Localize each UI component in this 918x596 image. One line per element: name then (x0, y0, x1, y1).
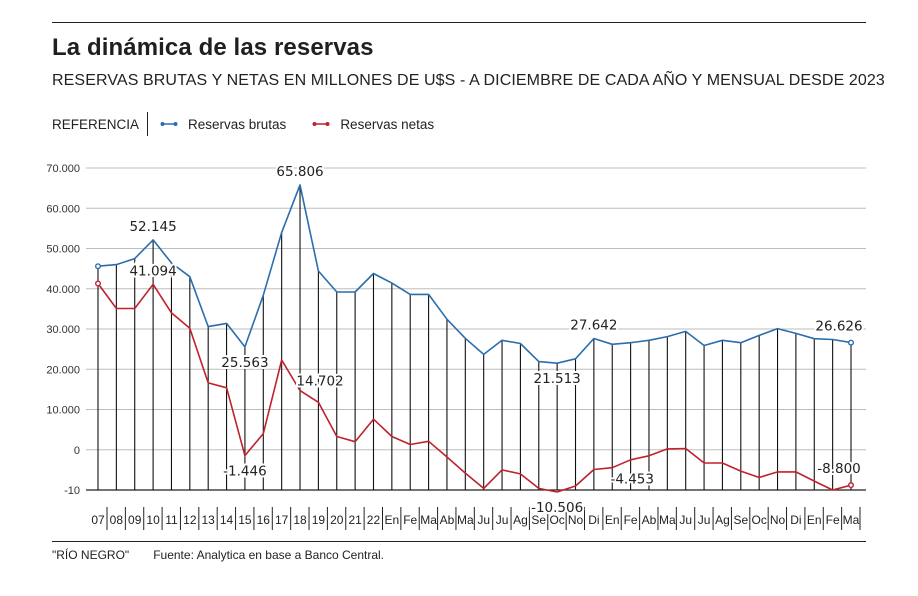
x-tick-label: No (568, 513, 584, 527)
x-tick-label: 18 (293, 513, 307, 527)
data-label: 26.626 (815, 319, 862, 335)
x-tick-label: 13 (202, 513, 216, 527)
data-label: 27.642 (570, 317, 617, 333)
x-tick-label: Di (588, 513, 599, 527)
legend: REFERENCIA Reservas brutas Reservas neta… (52, 112, 460, 136)
y-tick-label: 50.000 (46, 244, 80, 256)
data-label: 14.702 (296, 374, 343, 390)
x-tick-label: Ma (457, 513, 474, 527)
series-endpoint-marker (94, 280, 101, 287)
data-label: 41.094 (129, 263, 176, 279)
y-tick-label: 20.000 (46, 364, 80, 376)
legend-item-label: Reservas brutas (188, 116, 287, 132)
series-line-netas (97, 283, 852, 493)
x-tick-label: Ma (843, 513, 860, 527)
data-label: 52.145 (129, 219, 176, 235)
footer-source: Fuente: Analytica en base a Banco Centra… (153, 548, 385, 562)
x-tick-label: En (605, 513, 620, 527)
x-tick-label: 15 (238, 513, 252, 527)
legend-item-brutas: Reservas brutas (160, 117, 286, 132)
x-tick-label: Ma (420, 513, 437, 527)
x-tick-label: 09 (128, 513, 142, 527)
y-tick-label: -10 (64, 485, 80, 497)
x-tick-label: Fe (403, 513, 417, 527)
x-tick-label: 07 (91, 513, 105, 527)
chart-subtitle: RESERVAS BRUTAS Y NETAS EN MILLONES DE U… (52, 72, 885, 89)
x-tick-label: 11 (165, 513, 178, 527)
x-tick-label: 21 (348, 513, 362, 527)
x-tick-label: 12 (183, 513, 197, 527)
legend-label: REFERENCIA (52, 116, 140, 132)
x-tick-label: Se (733, 513, 748, 527)
legend-line-marker-icon (160, 122, 178, 126)
x-tick-label: Ju (698, 513, 711, 527)
top-rule (52, 22, 866, 23)
series-endpoint-marker (848, 339, 855, 346)
x-tick-label: Fe (826, 513, 840, 527)
y-tick-label: 0 (74, 445, 80, 457)
x-tick-label: Oc (751, 513, 766, 527)
y-tick-label: 30.000 (46, 324, 80, 336)
x-tick-label: 19 (312, 513, 326, 527)
x-tick-label: Ma (659, 513, 676, 527)
data-label: -10.506 (531, 500, 583, 516)
legend-divider (147, 112, 149, 136)
x-tick-label: Fe (624, 513, 638, 527)
x-tick-label: Se (531, 513, 546, 527)
data-label: 21.513 (534, 371, 581, 387)
x-tick-label: Di (790, 513, 801, 527)
data-label: -4.453 (610, 472, 654, 488)
series-endpoint-marker (848, 482, 855, 489)
x-tick-label: No (770, 513, 786, 527)
x-tick-label: 16 (257, 513, 271, 527)
y-tick-label: 40.000 (46, 284, 80, 296)
data-label: -1.446 (223, 464, 267, 480)
legend-item-netas: Reservas netas (312, 117, 434, 132)
x-tick-label: Ju (477, 513, 490, 527)
x-tick-label: Oc (549, 513, 564, 527)
legend-line-marker-icon (312, 122, 330, 126)
data-label: 25.563 (221, 355, 268, 371)
chart-title: La dinámica de las reservas (52, 34, 374, 61)
data-label: -8.800 (817, 461, 861, 477)
x-tick-label: Ju (679, 513, 692, 527)
x-tick-label: 17 (275, 513, 289, 527)
legend-item-label: Reservas netas (340, 116, 435, 132)
y-tick-label: 60.000 (46, 203, 80, 215)
y-tick-label: 70.000 (46, 163, 80, 175)
x-tick-label: 20 (330, 513, 344, 527)
footer-brand: "RÍO NEGRO" (52, 548, 130, 562)
bottom-rule (52, 541, 866, 542)
x-tick-label: En (807, 513, 822, 527)
x-tick-label: Ab (440, 513, 455, 527)
x-tick-label: 14 (220, 513, 234, 527)
x-tick-label: En (385, 513, 400, 527)
x-tick-label: 08 (110, 513, 124, 527)
x-tick-label: Ag (513, 513, 528, 527)
x-tick-label: Ju (496, 513, 509, 527)
data-label: 65.806 (276, 164, 323, 180)
series-endpoint-marker (94, 263, 101, 270)
x-tick-label: 22 (367, 513, 381, 527)
y-tick-label: 10.000 (46, 405, 80, 417)
x-tick-label: Ab (642, 513, 657, 527)
x-tick-label: Ag (715, 513, 730, 527)
footer: "RÍO NEGRO" Fuente: Analytica en base a … (52, 548, 384, 562)
series-line-brutas (97, 184, 852, 365)
x-tick-label: 10 (146, 513, 160, 527)
